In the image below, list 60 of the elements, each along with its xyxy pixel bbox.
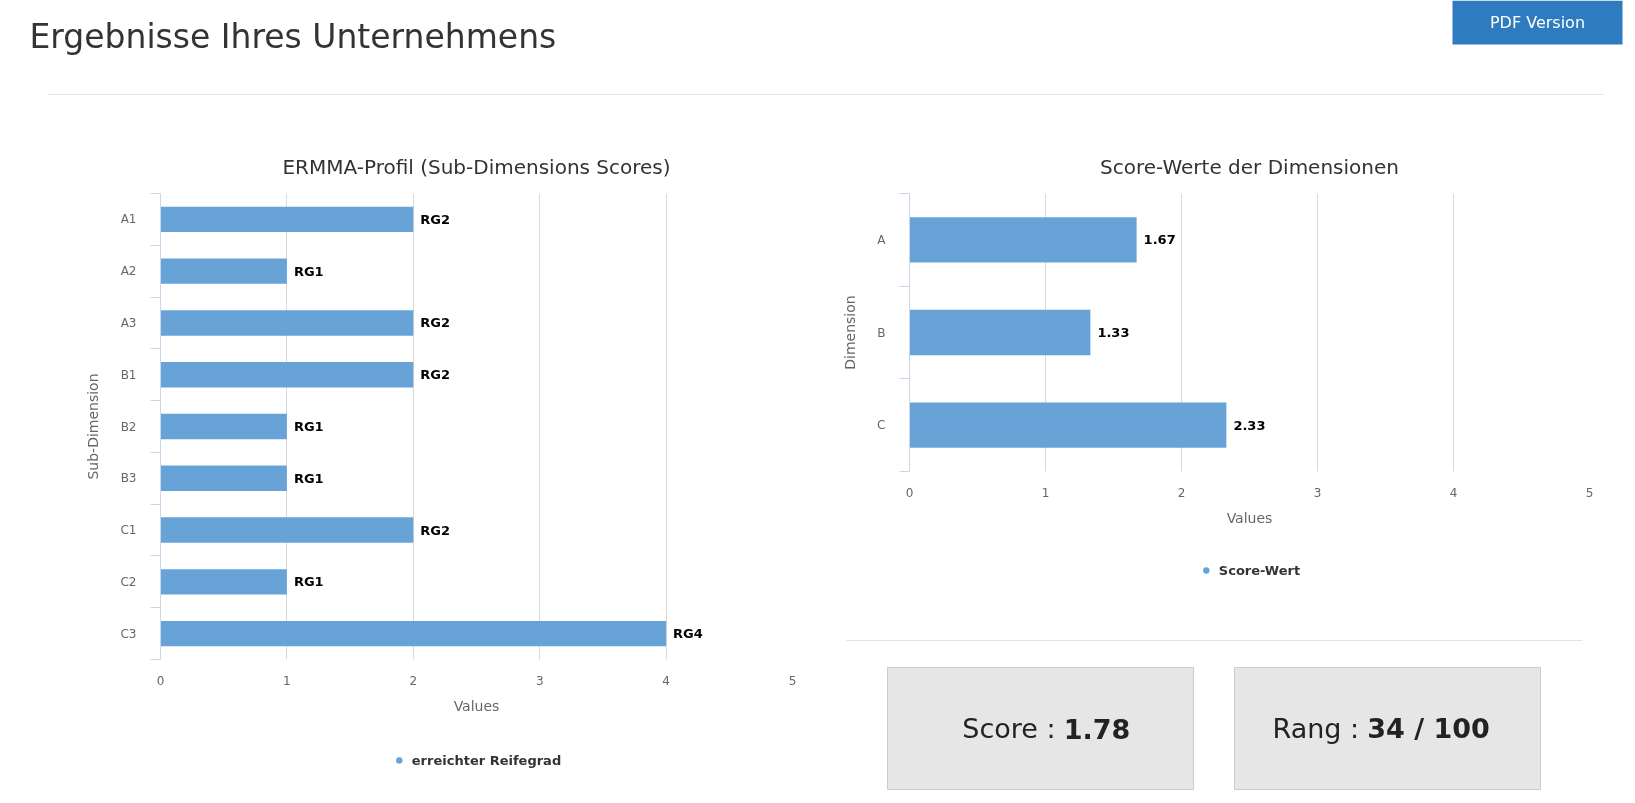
x-tick-label: 4 <box>1449 485 1458 500</box>
data-label: RG2 <box>420 367 451 383</box>
x-tick-label: 1 <box>1041 485 1050 500</box>
bar <box>160 206 414 233</box>
bar <box>160 362 414 388</box>
x-tick-label: 0 <box>905 485 914 500</box>
data-label: RG1 <box>293 470 324 486</box>
data-label: 1.67 <box>1143 232 1176 248</box>
x-tick-label: 2 <box>1177 485 1186 500</box>
y-tick-label: B <box>877 325 886 340</box>
y-tick-label: A3 <box>120 315 137 330</box>
x-tick-label: 4 <box>662 673 670 688</box>
legend-label: erreichter Reifegrad <box>411 752 562 768</box>
bar <box>160 620 667 647</box>
x-tick-label: 3 <box>1313 485 1322 500</box>
bar <box>160 517 414 543</box>
y-tick-label: C2 <box>120 574 137 589</box>
text: Rang : 34 / 100 <box>1272 713 1490 744</box>
bar <box>909 217 1137 263</box>
y-tick-label: B2 <box>120 419 137 434</box>
text: PDF Version <box>1489 13 1586 32</box>
data-label: RG4 <box>673 626 703 642</box>
bar <box>160 310 414 336</box>
x-tick-label: 5 <box>1585 485 1594 500</box>
data-label: 2.33 <box>1233 417 1266 433</box>
x-axis-title: Values <box>1226 509 1273 526</box>
text: Score : 1.78 <box>962 713 1131 745</box>
chart-title: Score-Werte der Dimensionen <box>1100 154 1399 179</box>
bar <box>909 309 1091 356</box>
x-tick-label: 2 <box>409 673 418 688</box>
y-tick-label: B1 <box>120 367 137 382</box>
data-label: RG2 <box>420 315 451 331</box>
bar <box>909 402 1227 448</box>
y-tick-label: B3 <box>120 471 137 486</box>
y-tick-label: A <box>877 232 887 247</box>
y-tick-label: A1 <box>120 212 137 227</box>
bar <box>160 465 287 491</box>
y-tick-label: C1 <box>120 523 137 538</box>
x-tick-label: 3 <box>535 673 544 688</box>
legend-label: Score-Wert <box>1218 562 1301 578</box>
x-tick-label: 0 <box>156 673 165 688</box>
data-label: RG2 <box>420 211 451 227</box>
x-tick-label: 1 <box>283 673 291 688</box>
bar <box>160 569 287 595</box>
data-label: RG1 <box>293 419 324 434</box>
x-tick-label: 5 <box>788 673 797 688</box>
chart-title: ERMMA-Profil (Sub-Dimensions Scores) <box>282 154 671 179</box>
bar <box>160 258 287 284</box>
y-axis-title: Dimension <box>842 295 859 370</box>
data-label: RG1 <box>293 263 324 279</box>
y-tick-label: C3 <box>120 626 137 641</box>
y-tick-label: A2 <box>120 264 137 279</box>
y-axis-title: Sub-Dimension <box>85 373 102 480</box>
text: Ergebnisse Ihres Unternehmens <box>29 17 557 56</box>
x-axis-title: Values <box>453 697 500 714</box>
y-tick-label: C <box>877 418 886 433</box>
data-label: 1.33 <box>1097 325 1130 340</box>
data-label: RG2 <box>420 522 451 538</box>
bar <box>160 413 287 440</box>
data-label: RG1 <box>293 574 324 590</box>
